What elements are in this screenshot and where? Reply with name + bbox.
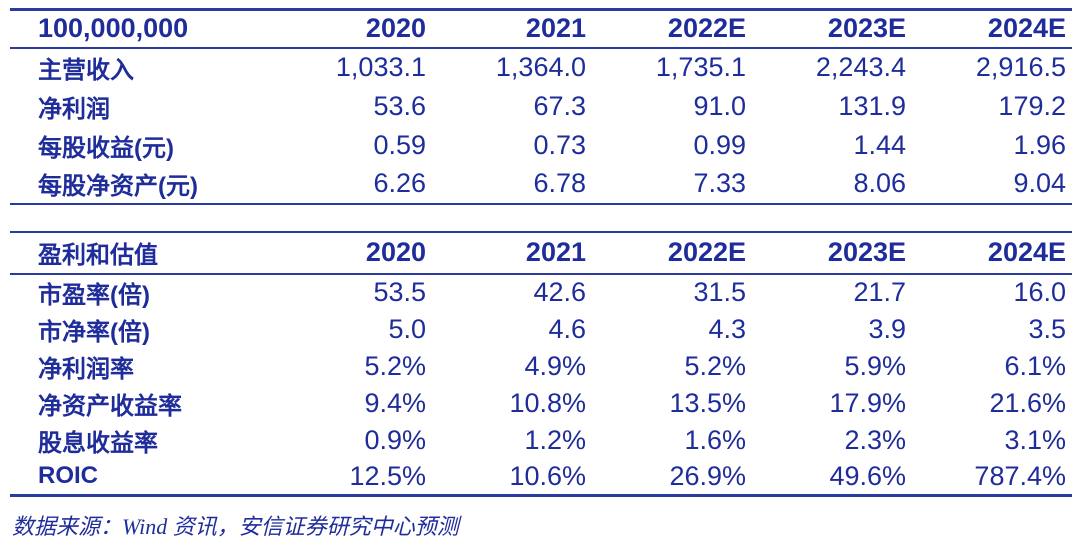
cell-value: 5.2% [364,350,426,381]
year-header-2023e: 2023E [827,13,906,44]
cell-value: 10.8% [509,387,586,418]
row-label: 净利润 [38,95,110,123]
year-header-2023e: 2023E [827,237,906,267]
cell-value: 1.2% [524,424,586,455]
data-source-note: 数据来源：Wind 资讯，安信证券研究中心预测 [12,514,459,539]
cell-value: 5.2% [684,350,746,381]
table-row: 股息收益率 0.9% 1.2% 1.6% 2.3% 3.1% [10,422,1072,459]
cell-value: 3.9 [868,313,906,344]
row-label: ROIC [38,462,98,490]
cell-value: 4.6 [548,313,586,344]
cell-value: 8.06 [853,168,906,198]
row-label: 每股净资产(元) [38,173,198,200]
cell-value: 5.0 [388,313,426,344]
cell-value: 2.3% [844,424,906,455]
year-header-2020: 2020 [365,237,426,267]
row-label: 股息收益率 [38,429,158,457]
cell-value: 4.3 [708,313,746,344]
year-header-2024e: 2024E [987,237,1066,267]
year-header-2020: 2020 [365,13,426,44]
cell-value: 1,364.0 [495,52,586,82]
table-row: 每股收益(元) 0.59 0.73 0.99 1.44 1.96 [10,126,1072,165]
row-label: 每股收益(元) [38,134,174,162]
cell-value: 131.9 [838,90,906,121]
cell-value: 42.6 [533,277,586,307]
row-label: 净资产收益率 [38,392,182,420]
cell-value: 2,916.5 [975,52,1066,82]
cell-value: 0.99 [693,129,746,160]
cell-value: 1.6% [684,424,746,455]
financial-summary-page: 100,000,000 2020 2021 2022E 2023E 2024E … [10,8,1072,541]
cell-value: 5.9% [844,350,906,381]
cell-value: 13.5% [669,387,746,418]
cell-value: 1.44 [853,129,906,160]
row-label: 净利润率 [38,355,134,383]
table-profitability-valuation: 盈利和估值 2020 2021 2022E 2023E 2024E 市盈率(倍)… [10,230,1072,497]
table-row: 市净率(倍) 5.0 4.6 4.3 3.9 3.5 [10,311,1072,348]
year-header-2022e: 2022E [667,237,746,267]
cell-value: 53.5 [373,277,426,307]
cell-value: 7.33 [693,168,746,198]
cell-value: 6.78 [533,168,586,198]
cell-value: 6.26 [373,168,426,198]
unit-header: 100,000,000 [38,13,189,44]
row-label: 市盈率(倍) [38,282,150,309]
cell-value: 26.9% [669,460,746,491]
table-row: 净利润率 5.2% 4.9% 5.2% 5.9% 6.1% [10,348,1072,385]
table-row: 净利润 53.6 67.3 91.0 131.9 179.2 [10,87,1072,126]
cell-value: 49.6% [829,460,906,491]
cell-value: 9.4% [364,387,426,418]
cell-value: 9.04 [1013,168,1066,198]
cell-value: 53.6 [373,90,426,121]
cell-value: 0.59 [373,129,426,160]
row-label: 主营收入 [38,57,134,84]
cell-value: 6.1% [1004,350,1066,381]
year-header-2021: 2021 [525,13,586,44]
cell-value: 21.7 [853,277,906,307]
table-header-row: 100,000,000 2020 2021 2022E 2023E 2024E [10,10,1072,48]
year-header-2024e: 2024E [987,13,1066,44]
cell-value: 1,033.1 [335,52,426,82]
cell-value: 21.6% [989,387,1066,418]
table-row: 市盈率(倍) 53.5 42.6 31.5 21.7 16.0 [10,274,1072,311]
table-financial-summary: 100,000,000 2020 2021 2022E 2023E 2024E … [10,8,1072,205]
cell-value: 787.4% [974,460,1066,491]
cell-value: 91.0 [693,90,746,121]
year-header-2021: 2021 [525,237,586,267]
cell-value: 3.5 [1028,313,1066,344]
table-row: 主营收入 1,033.1 1,364.0 1,735.1 2,243.4 2,916.5 [10,48,1072,87]
cell-value: 1,735.1 [655,52,746,82]
cell-value: 0.9% [364,424,426,455]
row-label: 市净率(倍) [38,318,150,346]
cell-value: 3.1% [1004,424,1066,455]
table-row: 每股净资产(元) 6.26 6.78 7.33 8.06 9.04 [10,165,1072,204]
cell-value: 17.9% [829,387,906,418]
cell-value: 1.96 [1013,129,1066,160]
cell-value: 4.9% [524,350,586,381]
table-row: ROIC 12.5% 10.6% 26.9% 49.6% 787.4% [10,459,1072,496]
table-row: 净资产收益率 9.4% 10.8% 13.5% 17.9% 21.6% [10,385,1072,422]
cell-value: 0.73 [533,129,586,160]
year-header-2022e: 2022E [667,13,746,44]
cell-value: 12.5% [349,460,426,491]
section-header: 盈利和估值 [38,242,158,269]
cell-value: 2,243.4 [815,52,906,82]
cell-value: 67.3 [533,90,586,121]
cell-value: 31.5 [693,277,746,307]
cell-value: 16.0 [1013,277,1066,307]
cell-value: 10.6% [509,460,586,491]
cell-value: 179.2 [998,90,1066,121]
table-header-row: 盈利和估值 2020 2021 2022E 2023E 2024E [10,232,1072,274]
